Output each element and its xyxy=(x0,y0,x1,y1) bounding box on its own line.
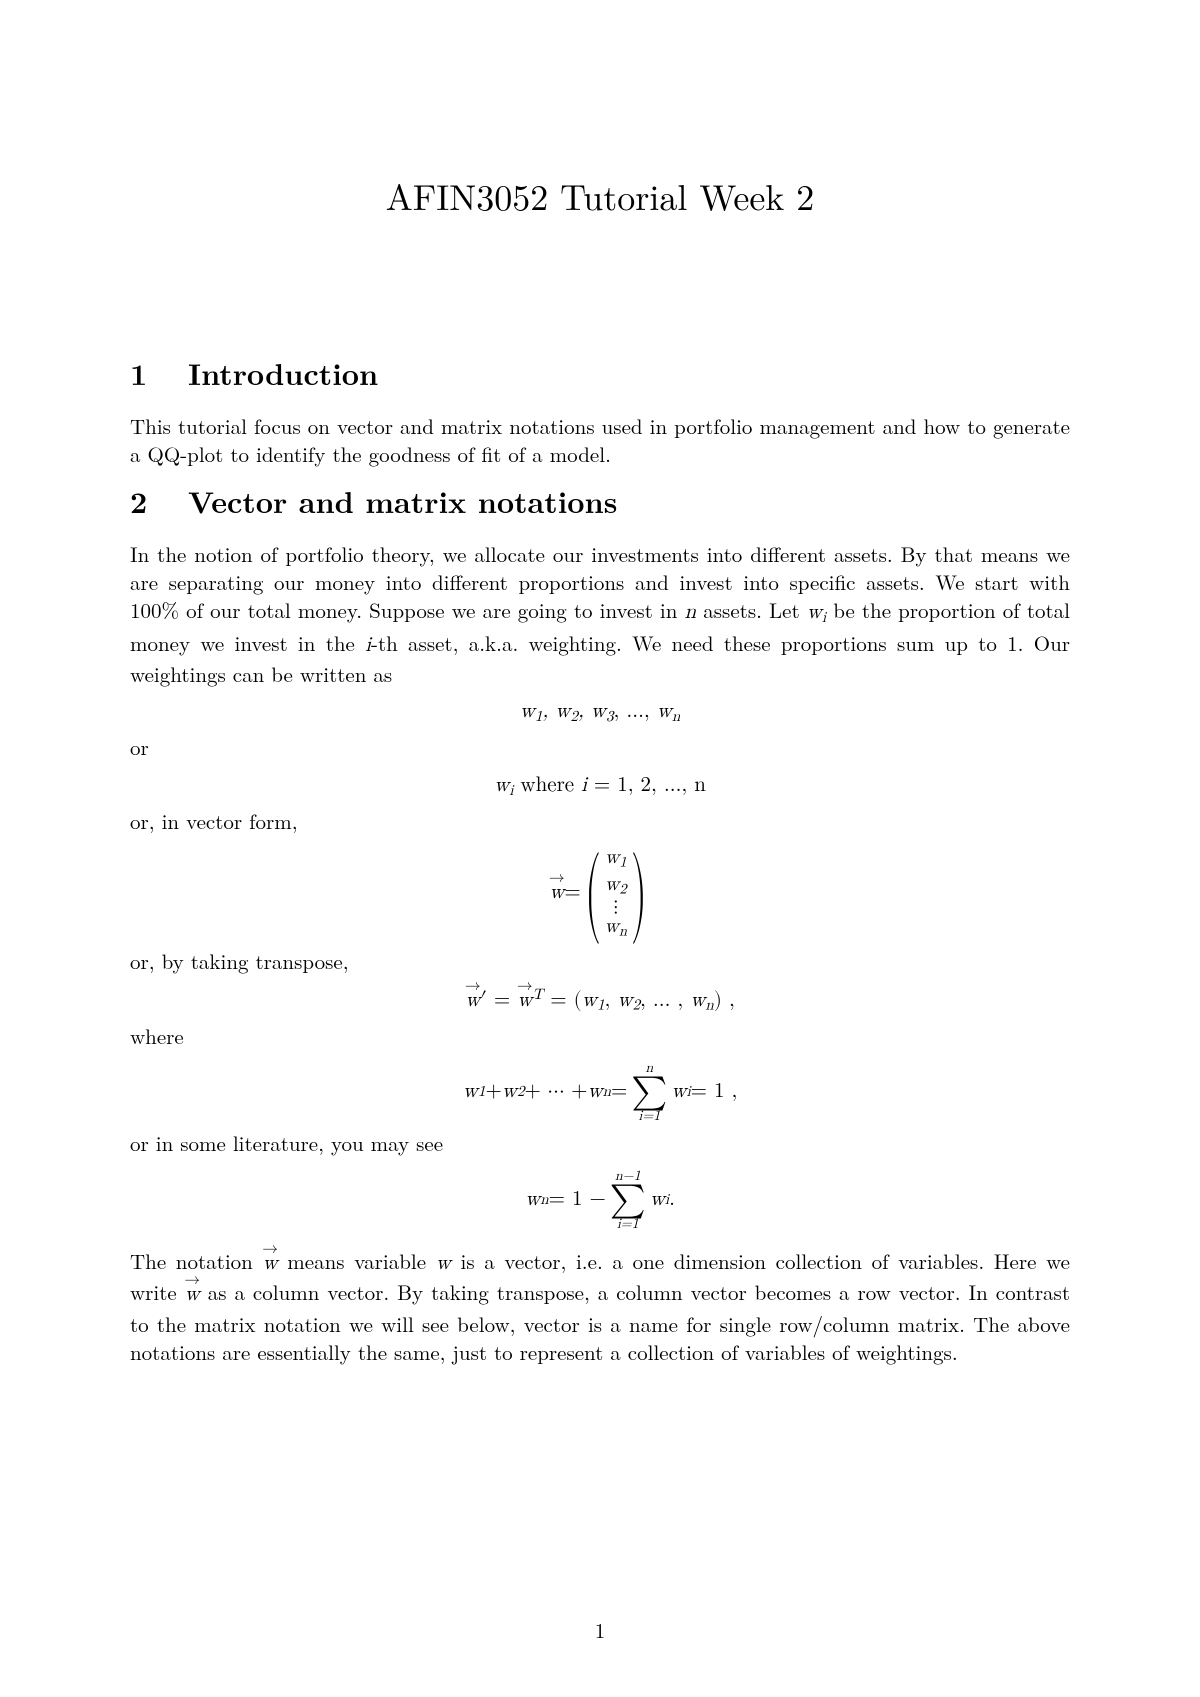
section-title: Introduction xyxy=(188,351,378,394)
section-number: 2 xyxy=(130,479,178,522)
connector-vector-form: or, in vector form, xyxy=(130,807,1070,835)
vector-w-symbol: w xyxy=(549,879,564,907)
section-2-heading: 2Vector and matrix notations xyxy=(130,479,1070,522)
intro-paragraph: This tutorial focus on vector and matrix… xyxy=(130,412,1070,469)
equation-weights-sequence: w1, w2, w3, …, wn xyxy=(130,698,1070,727)
connector-transpose: or, by taking transpose, xyxy=(130,947,1070,975)
summation-symbol: n ∑ i=1 xyxy=(631,1061,667,1123)
body-paragraph: In the notion of portfolio theory, we al… xyxy=(130,540,1070,689)
column-vector: ( w1 w2 ⋮ wn ) xyxy=(581,845,651,941)
connector-where: where xyxy=(130,1022,1070,1050)
math-wi: wi xyxy=(807,602,826,623)
equation-column-vector: w = ( w1 w2 ⋮ wn ) xyxy=(130,845,1070,941)
summation-symbol: n−1 ∑ i=1 xyxy=(610,1169,646,1231)
vector-w-inline: w xyxy=(262,1250,277,1278)
math-w: w xyxy=(436,1253,451,1274)
equation-transpose: w′ = wT = (w1, w2, … , wn) , xyxy=(130,985,1070,1016)
document-title: AFIN3052 Tutorial Week 2 xyxy=(130,170,1070,221)
connector-literature: or in some literature, you may see xyxy=(130,1129,1070,1157)
section-title: Vector and matrix notations xyxy=(188,479,617,522)
section-1-heading: 1Introduction xyxy=(130,351,1070,394)
equation-wn-complement: wn = 1 − n−1 ∑ i=1 wi . xyxy=(130,1169,1070,1231)
page: AFIN3052 Tutorial Week 2 1Introduction T… xyxy=(0,0,1200,1697)
vector-w-inline: w xyxy=(185,1281,200,1309)
closing-paragraph: The notation w means variable w is a vec… xyxy=(130,1247,1070,1366)
section-number: 1 xyxy=(130,351,178,394)
math-n: n xyxy=(685,602,697,623)
page-number: 1 xyxy=(0,1615,1200,1645)
equation-wi-where: wi where i = 1, 2, …, n xyxy=(130,772,1070,801)
equation-sum-to-one: w1 + w2 + ⋯ + wn = n ∑ i=1 wi = 1 , xyxy=(130,1061,1070,1123)
connector-or: or xyxy=(130,733,1070,761)
